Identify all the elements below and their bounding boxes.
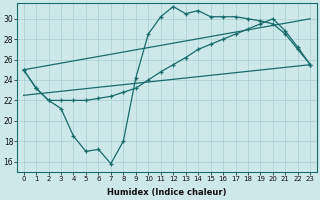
- X-axis label: Humidex (Indice chaleur): Humidex (Indice chaleur): [107, 188, 227, 197]
